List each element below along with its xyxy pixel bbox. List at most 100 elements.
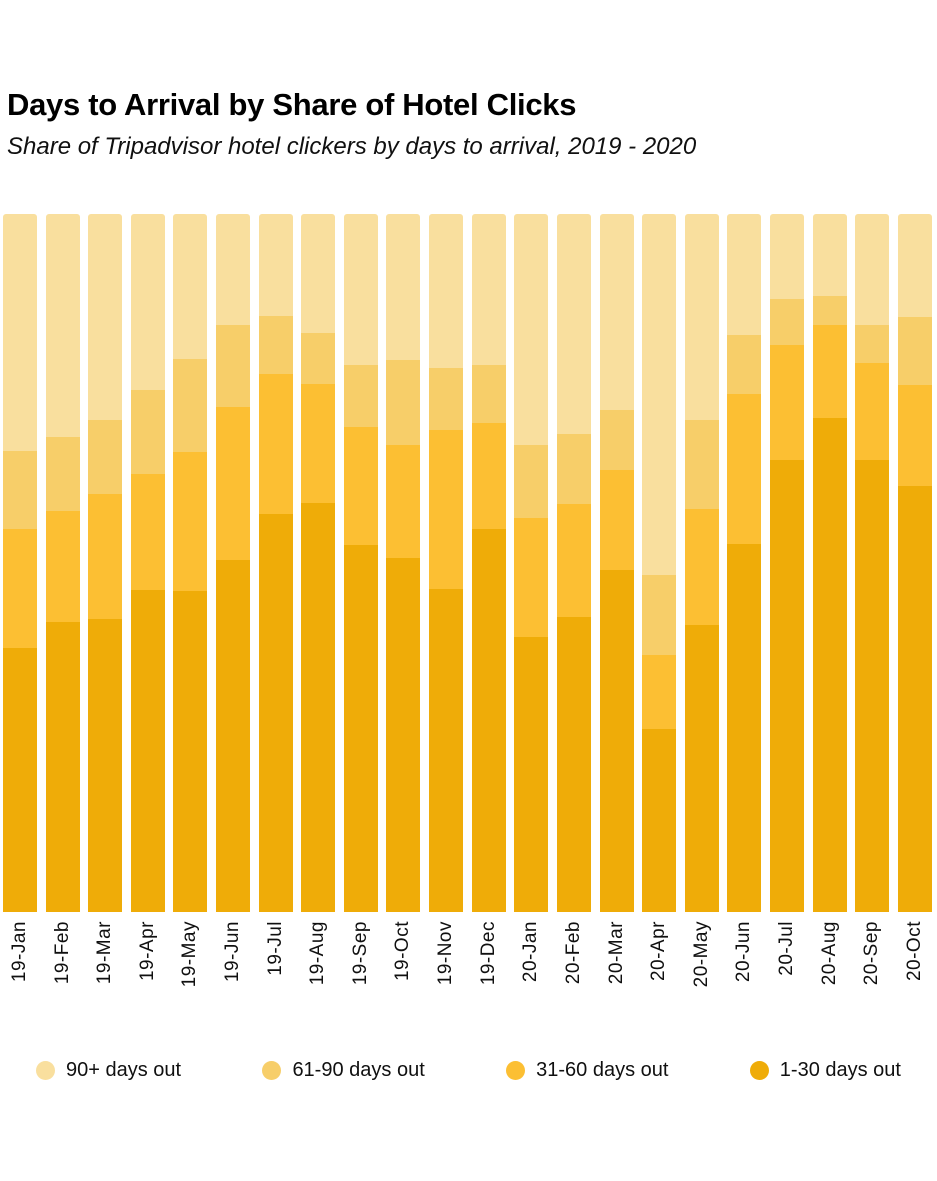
bar-segment-31-60-days-out bbox=[216, 406, 251, 560]
x-axis-label-text: 20-Jan bbox=[520, 921, 542, 983]
x-axis-label-text: 20-Sep bbox=[861, 921, 883, 986]
bar-segment-90-days-out bbox=[514, 214, 549, 446]
bar-segment-90-days-out bbox=[258, 214, 293, 316]
bar-segment-1-30-days-out bbox=[855, 459, 890, 912]
x-axis-label-text: 20-May bbox=[690, 921, 712, 988]
bar-segment-61-90-days-out bbox=[684, 419, 719, 510]
bar-segment-61-90-days-out bbox=[727, 334, 762, 395]
x-axis-label-20-oct: 20-Oct bbox=[898, 921, 932, 1021]
bar-19-dec bbox=[471, 214, 506, 912]
x-axis-label-19-aug: 19-Aug bbox=[301, 921, 335, 1021]
bar-segment-90-days-out bbox=[471, 214, 506, 365]
bar-segment-31-60-days-out bbox=[556, 503, 591, 617]
bar-segment-90-days-out bbox=[599, 214, 634, 411]
x-axis-label-20-aug: 20-Aug bbox=[813, 921, 847, 1021]
bar-19-jul bbox=[258, 214, 293, 912]
bar-20-jul bbox=[769, 214, 804, 913]
bar-segment-90-days-out bbox=[897, 214, 932, 318]
x-axis-label-20-may: 20-May bbox=[685, 921, 719, 1021]
chart bbox=[0, 214, 937, 913]
bar-segment-90-days-out bbox=[45, 214, 80, 437]
bar-20-oct bbox=[897, 214, 932, 912]
legend-item-31-60-days-out: 31-60 days out bbox=[506, 1059, 668, 1082]
bar-19-oct bbox=[386, 214, 421, 912]
bar-segment-1-30-days-out bbox=[556, 616, 591, 912]
x-axis-label-19-jul: 19-Jul bbox=[259, 921, 293, 1021]
x-axis-label-20-jun: 20-Jun bbox=[727, 921, 761, 1021]
bar-segment-90-days-out bbox=[684, 214, 719, 420]
bar-segment-1-30-days-out bbox=[258, 514, 293, 912]
bar-segment-1-30-days-out bbox=[386, 558, 421, 912]
bar-segment-61-90-days-out bbox=[769, 299, 804, 346]
bar-19-aug bbox=[301, 214, 336, 912]
bar-segment-90-days-out bbox=[386, 214, 421, 360]
x-axis-label-text: 19-May bbox=[179, 921, 201, 988]
bar-19-jan bbox=[3, 214, 37, 912]
x-axis-label-text: 19-Apr bbox=[136, 921, 158, 982]
bar-segment-31-60-days-out bbox=[173, 452, 208, 591]
bar-segment-1-30-days-out bbox=[684, 625, 719, 912]
legend-dot-90-days-out bbox=[36, 1061, 55, 1080]
bar-segment-61-90-days-out bbox=[642, 574, 677, 656]
x-axis-label-text: 19-Feb bbox=[51, 921, 73, 985]
bar-segment-61-90-days-out bbox=[45, 436, 80, 512]
legend-dot-61-90-days-out bbox=[262, 1061, 282, 1080]
x-axis-label-text: 19-Dec bbox=[477, 921, 499, 986]
bar-19-jun bbox=[216, 214, 251, 912]
x-axis-label-20-jul: 20-Jul bbox=[770, 921, 804, 1021]
bar-segment-61-90-days-out bbox=[897, 317, 932, 385]
bar-20-sep bbox=[855, 214, 890, 912]
bar-20-may bbox=[684, 214, 719, 912]
x-axis-label-text: 19-Mar bbox=[94, 921, 116, 985]
bar-segment-90-days-out bbox=[343, 214, 378, 365]
bar-segment-61-90-days-out bbox=[216, 324, 251, 407]
x-axis-label-text: 20-Jul bbox=[775, 921, 797, 976]
bar-segment-61-90-days-out bbox=[471, 364, 506, 423]
bar-segment-1-30-days-out bbox=[216, 559, 251, 912]
bar-segment-61-90-days-out bbox=[556, 433, 591, 504]
bar-segment-90-days-out bbox=[130, 214, 165, 390]
x-axis-label-20-jan: 20-Jan bbox=[514, 921, 548, 1021]
bar-segment-1-30-days-out bbox=[727, 544, 762, 912]
bar-segment-31-60-days-out bbox=[514, 518, 549, 637]
x-axis-label-text: 19-Jun bbox=[222, 921, 244, 983]
bar-20-mar bbox=[599, 214, 634, 912]
bar-segment-1-30-days-out bbox=[514, 636, 549, 912]
bar-19-mar bbox=[88, 214, 123, 912]
bar-segment-61-90-days-out bbox=[173, 359, 208, 453]
bar-segment-31-60-days-out bbox=[429, 430, 464, 590]
x-axis: 19-Jan 19-Feb 19-Mar 19-Apr 19-May 19-Jun 19-J… bbox=[0, 921, 937, 1021]
x-axis-label-text: 19-Oct bbox=[392, 921, 414, 982]
bar-segment-1-30-days-out bbox=[301, 503, 336, 912]
bar-20-apr bbox=[642, 214, 677, 912]
x-axis-label-text: 20-Jun bbox=[733, 921, 755, 983]
bar-segment-61-90-days-out bbox=[301, 332, 336, 385]
x-axis-label-19-mar: 19-Mar bbox=[88, 921, 122, 1021]
x-axis-label-text: 20-Aug bbox=[818, 921, 840, 986]
bar-segment-90-days-out bbox=[173, 214, 208, 360]
legend-item-1-30-days-out: 1-30 days out bbox=[749, 1059, 901, 1082]
legend-item-61-90-days-out: 61-90 days out bbox=[262, 1059, 425, 1082]
bar-19-feb bbox=[45, 214, 80, 912]
bar-segment-90-days-out bbox=[769, 214, 804, 300]
bar-segment-1-30-days-out bbox=[897, 486, 932, 912]
bar-segment-61-90-days-out bbox=[88, 419, 123, 494]
bar-segment-31-60-days-out bbox=[727, 394, 762, 545]
legend-label: 90+ days out bbox=[66, 1059, 182, 1081]
x-axis-label-19-jan: 19-Jan bbox=[3, 921, 37, 1021]
x-axis-label-19-feb: 19-Feb bbox=[46, 921, 80, 1021]
bar-segment-31-60-days-out bbox=[642, 655, 677, 730]
bar-segment-1-30-days-out bbox=[429, 589, 464, 912]
x-axis-label-text: 20-Apr bbox=[648, 921, 670, 982]
bar-20-aug bbox=[812, 214, 847, 912]
bar-segment-31-60-days-out bbox=[45, 511, 80, 622]
bar-segment-61-90-days-out bbox=[599, 410, 634, 471]
x-axis-label-text: 19-Jul bbox=[264, 921, 286, 976]
page-subtitle: Share of Tripadvisor hotel clickers by d… bbox=[7, 133, 697, 160]
bar-segment-61-90-days-out bbox=[130, 389, 165, 474]
bar-segment-31-60-days-out bbox=[471, 422, 506, 529]
bar-segment-31-60-days-out bbox=[258, 373, 293, 515]
bar-segment-1-30-days-out bbox=[642, 729, 677, 912]
bar-segment-61-90-days-out bbox=[343, 364, 378, 427]
